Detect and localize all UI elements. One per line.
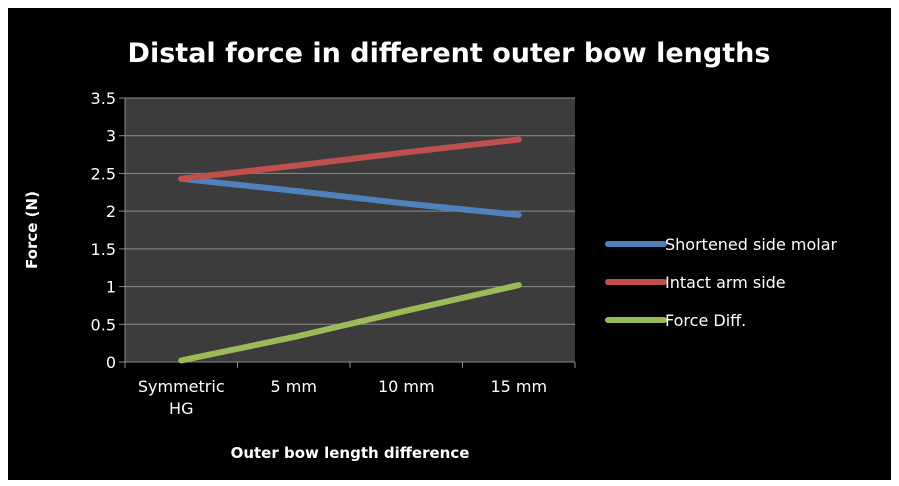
x-tick-label: Symmetric HG bbox=[138, 377, 225, 418]
legend-label: Shortened side molar bbox=[665, 235, 838, 254]
y-tick-label: 3.5 bbox=[91, 89, 116, 108]
chart-background: Distal force in different outer bow leng… bbox=[8, 8, 891, 480]
y-axis-title: Force (N) bbox=[23, 191, 41, 269]
legend-label: Intact arm side bbox=[665, 273, 786, 292]
legend: Shortened side molar Intact arm side Force… bbox=[605, 235, 838, 330]
y-tick-label: 2 bbox=[106, 202, 116, 221]
series-lines bbox=[178, 136, 522, 364]
x-tick-label: 15 mm bbox=[490, 377, 547, 396]
series-line bbox=[178, 136, 522, 182]
y-tick-label: 2.5 bbox=[91, 164, 116, 183]
series-line bbox=[178, 282, 522, 364]
y-tick-label: 0 bbox=[106, 353, 116, 372]
y-tick-label: 3 bbox=[106, 127, 116, 146]
x-axis-title: Outer bow length difference bbox=[231, 444, 470, 462]
chart-title: Distal force in different outer bow leng… bbox=[128, 38, 771, 69]
y-tick-label: 0.5 bbox=[91, 315, 116, 334]
y-tick-label: 1.5 bbox=[91, 240, 116, 259]
y-axis-ticks: 0 0.5 1 1.5 2 2.5 3 3.5 bbox=[91, 89, 116, 372]
x-axis-ticks: Symmetric HG 5 mm 10 mm 15 mm bbox=[124, 362, 576, 418]
legend-label: Force Diff. bbox=[665, 311, 746, 330]
x-tick-label: 10 mm bbox=[378, 377, 435, 396]
y-tick-label: 1 bbox=[106, 278, 116, 297]
line-chart: Distal force in different outer bow leng… bbox=[23, 38, 838, 462]
series-line bbox=[178, 175, 522, 218]
x-tick-label: 5 mm bbox=[271, 377, 317, 396]
